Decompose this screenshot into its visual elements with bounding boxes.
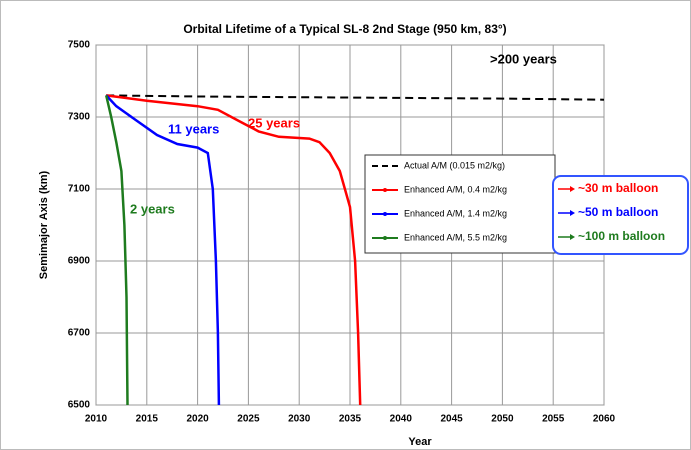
series-line xyxy=(105,94,221,406)
callout-arrowhead xyxy=(570,186,575,192)
y-tick-label: 6900 xyxy=(68,256,91,267)
legend-label: Enhanced A/M, 1.4 m2/kg xyxy=(404,208,507,218)
x-tick-label: 2060 xyxy=(593,414,616,425)
x-tick-label: 2020 xyxy=(186,414,209,425)
callout-label: ~30 m balloon xyxy=(578,181,658,195)
legend-marker xyxy=(383,212,387,216)
legend-marker xyxy=(383,236,387,240)
annotation: 11 years xyxy=(168,121,219,136)
x-tick-label: 2040 xyxy=(390,414,413,425)
x-tick-label: 2035 xyxy=(339,414,362,425)
legend-label: Enhanced A/M, 5.5 m2/kg xyxy=(404,232,507,242)
x-tick-label: 2055 xyxy=(542,414,565,425)
x-tick-label: 2045 xyxy=(440,414,463,425)
callout-label: ~100 m balloon xyxy=(578,229,665,243)
annotation: >200 years xyxy=(490,51,557,66)
annotation: 2 years xyxy=(130,201,175,216)
y-tick-label: 7300 xyxy=(68,112,91,123)
callout-arrowhead xyxy=(570,234,575,240)
legend-label: Enhanced A/M, 0.4 m2/kg xyxy=(404,184,507,194)
y-tick-label: 6500 xyxy=(68,400,91,411)
x-tick-label: 2025 xyxy=(237,414,260,425)
callout-label: ~50 m balloon xyxy=(578,205,658,219)
legend-marker xyxy=(383,188,387,192)
x-tick-label: 2030 xyxy=(288,414,311,425)
series-line xyxy=(104,95,129,406)
x-tick-label: 2050 xyxy=(491,414,514,425)
x-tick-label: 2015 xyxy=(136,414,159,425)
series-line xyxy=(106,94,362,406)
legend-label: Actual A/M (0.015 m2/kg) xyxy=(404,160,505,170)
callout-arrowhead xyxy=(570,210,575,216)
annotation: 25 years xyxy=(248,115,300,130)
y-tick-label: 6700 xyxy=(68,328,91,339)
y-tick-label: 7500 xyxy=(68,40,91,51)
y-tick-label: 7100 xyxy=(68,184,91,195)
y-axis-label: Semimajor Axis (km) xyxy=(38,170,50,279)
chart-title: Orbital Lifetime of a Typical SL-8 2nd S… xyxy=(183,22,506,36)
x-tick-label: 2010 xyxy=(85,414,108,425)
x-axis-label: Year xyxy=(408,436,432,448)
legend-box xyxy=(364,154,556,254)
callout-box xyxy=(552,175,689,255)
